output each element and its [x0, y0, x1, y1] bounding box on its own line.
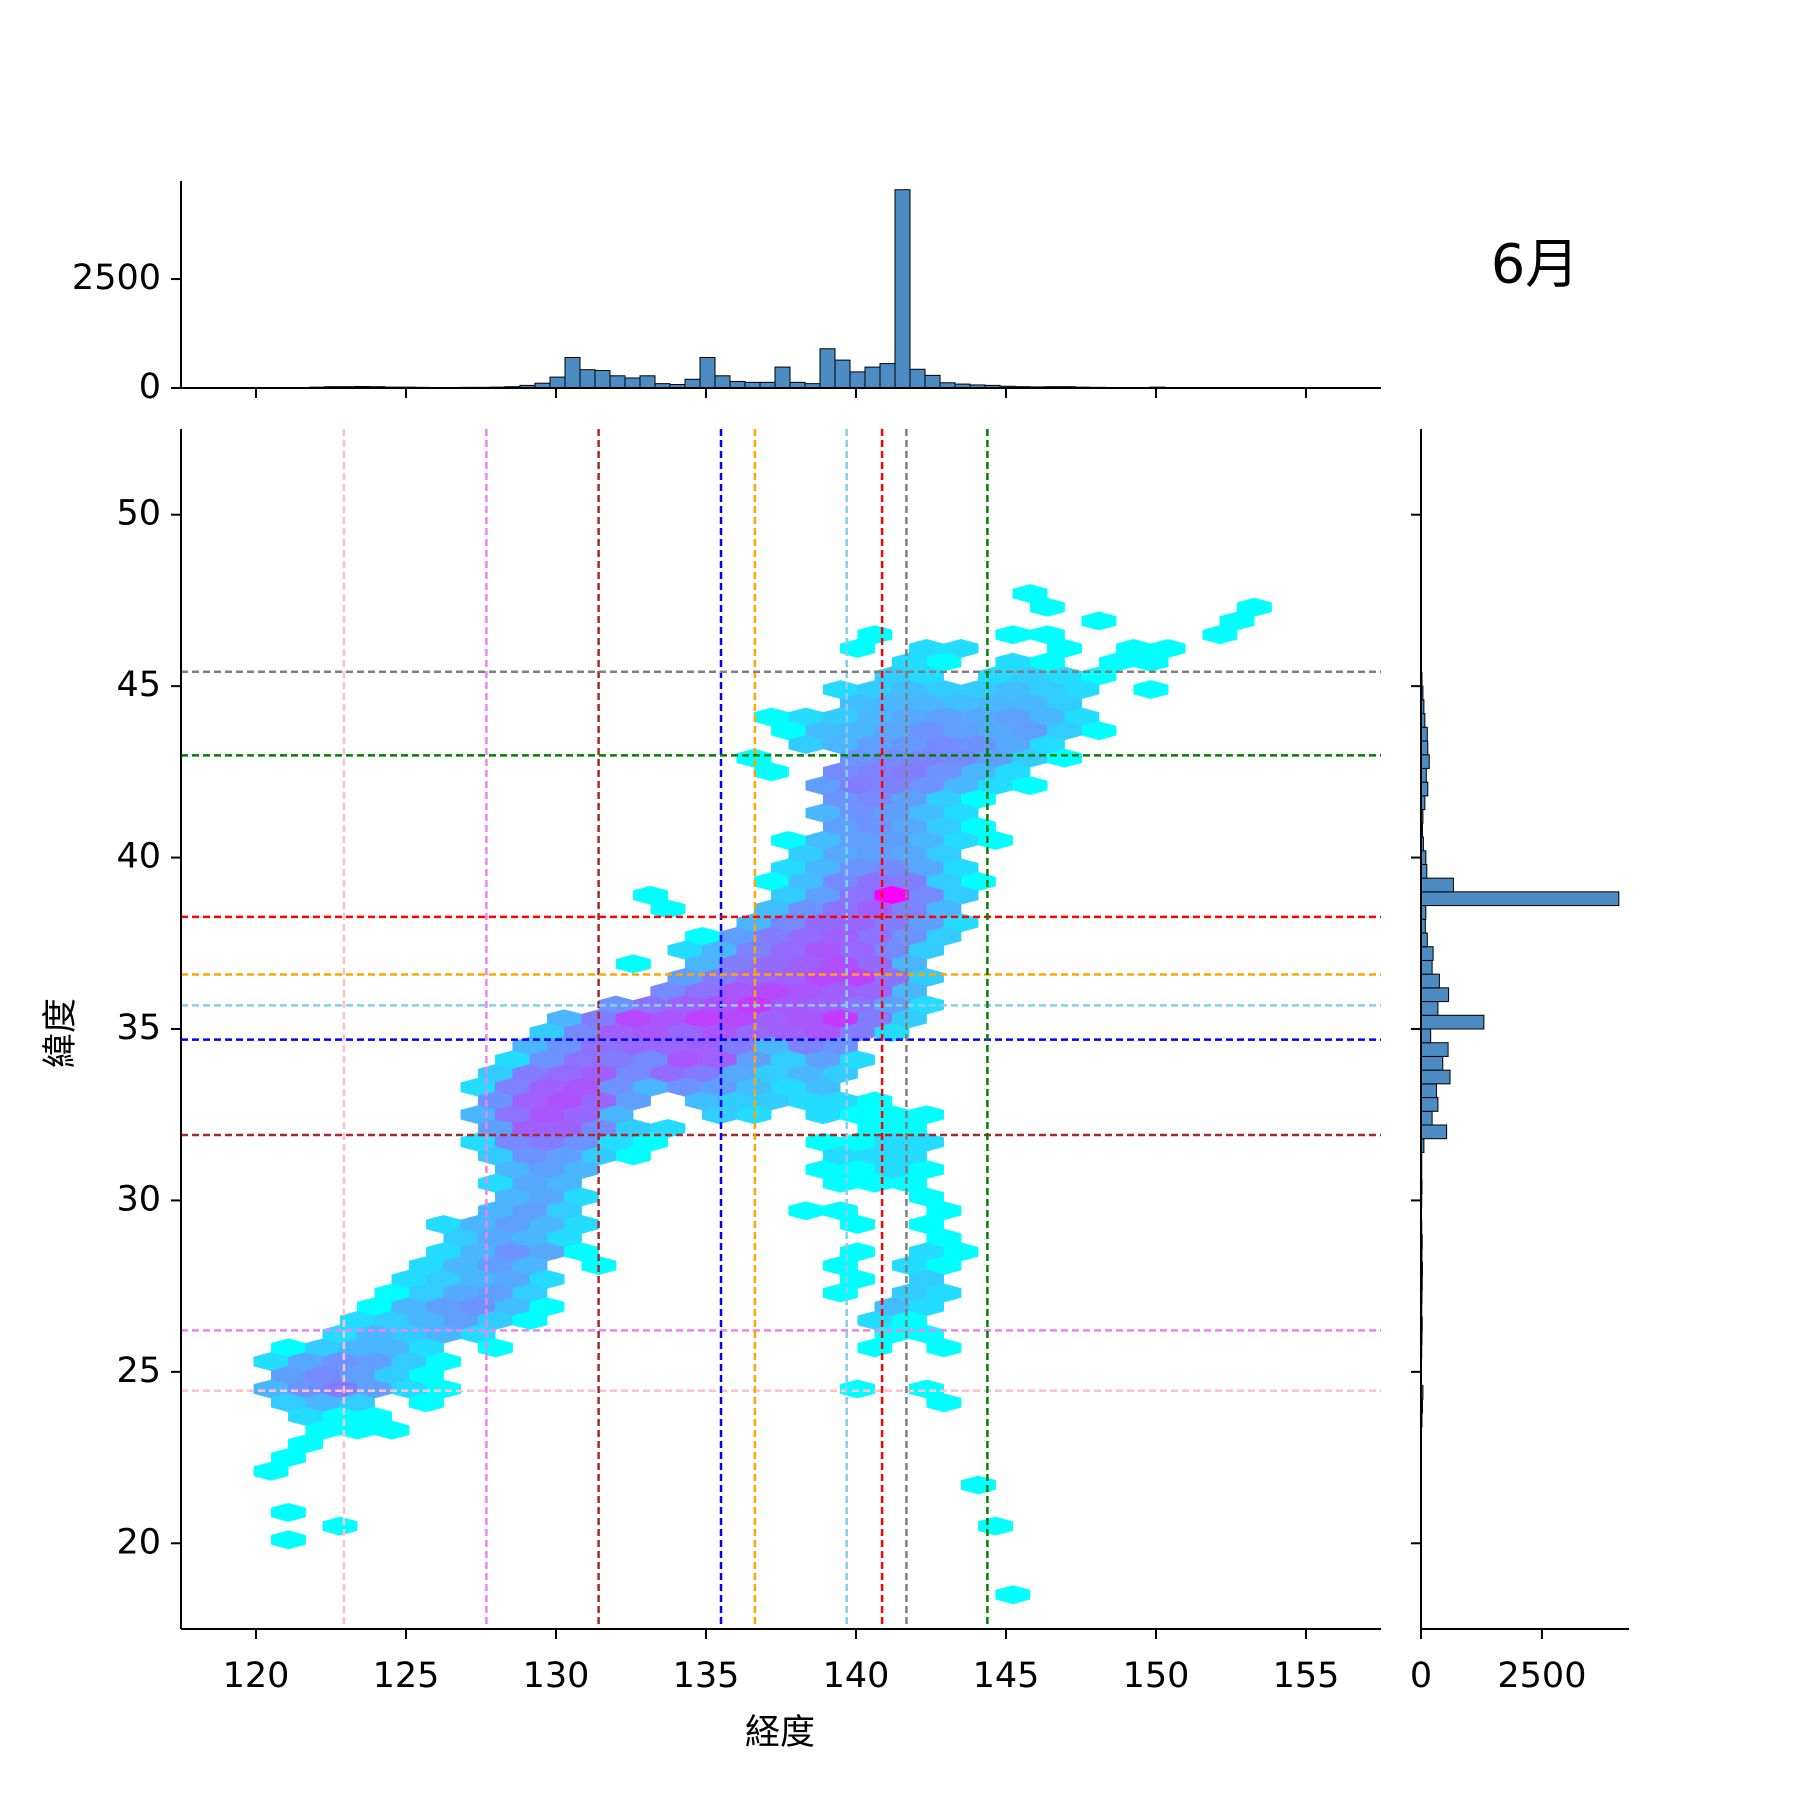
histogram-bar	[1420, 987, 1450, 1003]
hex-cell	[1047, 748, 1082, 768]
y-tick-label: 0	[139, 367, 161, 407]
hex-cell	[960, 1475, 996, 1495]
x-axis-label: 経度	[745, 1713, 815, 1753]
histogram-bar	[849, 371, 866, 389]
histogram-bar	[1420, 754, 1430, 769]
histogram-bar	[1420, 1001, 1439, 1016]
y-tick-label: 40	[116, 837, 161, 877]
histogram-bar	[894, 189, 911, 389]
hex-cell	[1133, 680, 1169, 699]
histogram-bar	[1420, 1042, 1449, 1057]
histogram-bar	[774, 366, 791, 389]
hex-cell	[512, 1311, 548, 1330]
hex-cell	[1081, 721, 1117, 741]
histogram-bar	[594, 370, 611, 389]
x-tick-label: 125	[373, 1656, 440, 1696]
hex-cell	[978, 831, 1013, 850]
x-tick-label: 150	[1123, 1656, 1190, 1696]
y-tick-label: 20	[116, 1522, 161, 1562]
histogram-bar	[1420, 1028, 1432, 1044]
x-tick-label: 2500	[1497, 1656, 1586, 1696]
y-tick-label: 35	[116, 1008, 161, 1048]
hex-cell	[874, 1023, 910, 1042]
hex-cell	[926, 1338, 962, 1358]
hex-cell	[1202, 625, 1238, 645]
y-tick-label: 50	[116, 494, 161, 534]
histogram-bar	[1420, 1124, 1448, 1140]
hex-cell	[270, 1530, 306, 1550]
histogram-bar	[909, 368, 926, 389]
histogram-bar	[1420, 891, 1620, 907]
hex-cell	[926, 1393, 962, 1413]
histogram-bar	[1420, 1110, 1433, 1126]
hex-cell	[615, 1146, 651, 1166]
histogram-bar	[699, 356, 716, 389]
histogram-bar	[1420, 781, 1429, 797]
x-tick-label: 130	[523, 1656, 590, 1696]
y-tick-label: 25	[116, 1351, 161, 1391]
histogram-bar	[1420, 1069, 1451, 1085]
y-tick-label: 30	[116, 1179, 161, 1219]
histogram-bar	[714, 375, 731, 389]
histogram-bar	[684, 378, 701, 389]
hex-cell	[840, 1379, 876, 1399]
histogram-bar	[879, 363, 896, 389]
x-tick-label: 0	[1410, 1656, 1432, 1696]
hex-cell	[1012, 776, 1048, 795]
histogram-bar	[1420, 740, 1429, 756]
y-axis-label: 緯度	[41, 998, 81, 1068]
hex-cell	[840, 1215, 876, 1234]
x-tick-label: 140	[823, 1656, 890, 1696]
hex-cell	[978, 1516, 1013, 1536]
histogram-bar	[1420, 1083, 1437, 1099]
hex-cell	[253, 1461, 289, 1481]
histogram-bar	[1420, 973, 1440, 989]
y-tick-label: 45	[116, 665, 161, 705]
hex-cell	[374, 1420, 410, 1440]
histogram-bar	[1420, 1055, 1444, 1071]
histogram-bar	[564, 356, 581, 389]
hex-cell	[995, 1585, 1031, 1605]
histogram-bar	[1420, 877, 1454, 893]
histogram-bar	[639, 375, 656, 389]
histogram-bar	[819, 348, 836, 389]
histogram-bar	[864, 366, 881, 389]
hex-cell	[1029, 597, 1065, 617]
hex-cell	[995, 625, 1031, 645]
histogram-bar	[579, 369, 596, 389]
hex-cell	[408, 1393, 444, 1413]
histogram-bar	[624, 377, 641, 389]
hex-cell	[615, 954, 651, 974]
histogram-bar	[924, 374, 941, 389]
histogram-bar	[609, 375, 626, 389]
hex-cell	[753, 762, 789, 782]
chart-title: 6月	[1491, 233, 1579, 296]
x-tick-label: 135	[673, 1656, 740, 1696]
hex-cell	[822, 1283, 858, 1303]
hex-cell	[270, 1503, 306, 1522]
histogram-bar	[834, 359, 851, 389]
x-tick-label: 120	[223, 1656, 290, 1696]
x-tick-label: 145	[973, 1656, 1040, 1696]
y-tick-label: 2500	[72, 258, 161, 298]
hex-cell	[857, 1338, 893, 1358]
histogram-bar	[549, 376, 566, 389]
hex-cell	[1081, 611, 1117, 631]
histogram-bar	[1420, 1014, 1485, 1030]
histogram-bar	[1420, 959, 1433, 975]
x-tick-label: 155	[1273, 1656, 1340, 1696]
hex-cell	[840, 639, 876, 658]
histogram-bar	[1420, 946, 1434, 961]
hex-cell	[788, 1201, 824, 1221]
hex-cell	[322, 1516, 358, 1536]
histogram-bar	[1420, 1097, 1439, 1112]
